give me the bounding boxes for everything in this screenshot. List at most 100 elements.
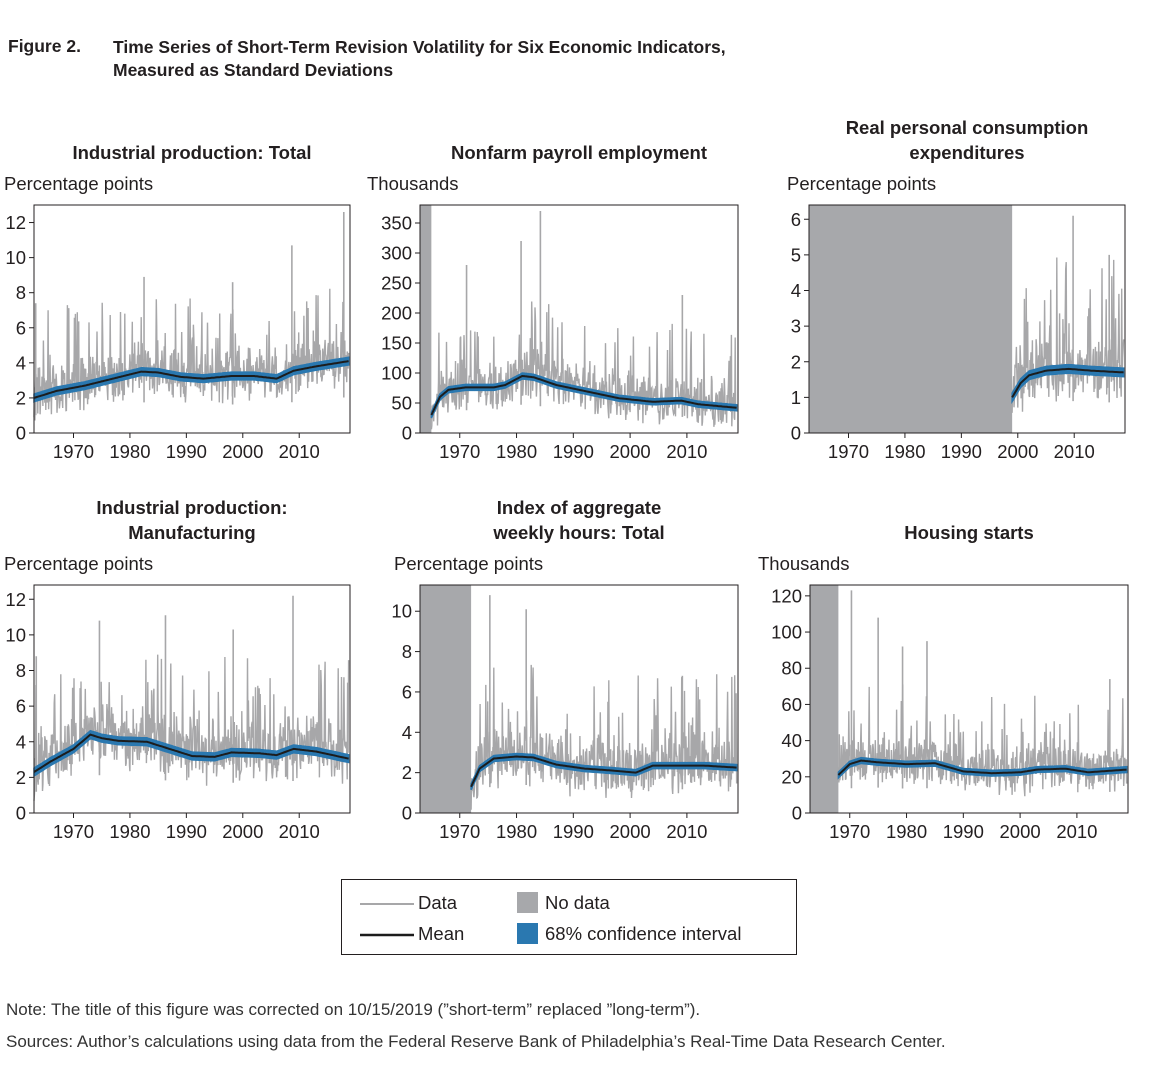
y-tick-label: 100	[771, 622, 802, 643]
legend-mean-label: Mean	[418, 923, 465, 944]
chart-title-line-2: weekly hours: Total	[493, 522, 665, 543]
y-tick-label: 0	[792, 803, 802, 824]
legend-no-data-swatch	[517, 892, 538, 913]
y-tick-label: 2	[16, 767, 26, 788]
no-data-region	[810, 585, 839, 813]
y-tick-label: 5	[791, 244, 801, 265]
no-data-region	[420, 585, 472, 813]
figure-label: Figure 2.	[8, 36, 81, 56]
y-tick-label: 0	[16, 423, 26, 444]
y-tick-label: 1	[791, 387, 801, 408]
y-tick-label: 50	[391, 393, 412, 414]
chart-svg: 0 2 4 6 8 10 12 1970 1980 1990 2000 2010	[5, 584, 351, 842]
data-series-line	[470, 664, 738, 810]
chart-panel-2: Nonfarm payroll employment Thousands 0 50 10…	[365, 115, 739, 462]
chart-panel-5: Index of aggregate weekly hours: Total Per…	[390, 495, 760, 842]
figure-title: Time Series of Short-Term Revision Volat…	[113, 36, 726, 82]
mean-line	[1011, 367, 1124, 398]
chart-title-line-1: Index of aggregate	[496, 497, 662, 518]
confidence-band	[1011, 363, 1125, 405]
data-series-line	[33, 288, 350, 421]
chart-panel-3: Real personal consumption expenditures Per…	[785, 115, 1155, 462]
x-tick-label: 2010	[279, 441, 320, 462]
mean-line	[837, 759, 1127, 776]
y-tick-label: 2	[16, 387, 26, 408]
y-tick-label: 4	[791, 280, 801, 301]
y-tick-label: 300	[381, 243, 412, 264]
confidence-band	[470, 752, 738, 791]
sources-text: Sources: Author’s calculations using dat…	[6, 1032, 946, 1051]
chart-title-line-2: Manufacturing	[128, 522, 256, 543]
y-tick-label: 0	[402, 423, 412, 444]
plot-frame	[33, 204, 351, 434]
x-tick-label: 1990	[166, 441, 207, 462]
x-tick-label: 1980	[109, 821, 150, 842]
y-tick-label: 100	[381, 363, 412, 384]
chart-title-line-1: Real personal consumption	[845, 117, 1089, 138]
legend-no-data-label: No data	[545, 892, 610, 913]
x-tick-label: 1980	[109, 441, 150, 462]
chart-title-line-2: Nonfarm payroll employment	[451, 142, 707, 163]
plot-frame	[419, 584, 739, 814]
y-tick-label: 3	[791, 316, 801, 337]
confidence-band	[33, 729, 350, 778]
chart-title-line-2: Industrial production: Total	[72, 142, 312, 163]
y-tick-label: 12	[5, 589, 26, 610]
plot-frame	[808, 204, 1126, 434]
y-tick-label: 12	[5, 212, 26, 233]
mean-line	[430, 374, 737, 416]
y-tick-label: 6	[16, 696, 26, 717]
y-tick-label: 2	[402, 762, 412, 783]
no-data-region	[420, 205, 432, 433]
y-tick-label: 8	[16, 660, 26, 681]
legend-swatches	[360, 892, 538, 944]
y-tick-label: 350	[381, 213, 412, 234]
chart-title-line-2: expenditures	[909, 142, 1025, 163]
y-axis-unit-label: Percentage points	[787, 173, 937, 194]
y-axis-unit-label: Percentage points	[394, 553, 544, 574]
y-tick-label: 200	[381, 303, 412, 324]
x-tick-label: 1980	[884, 441, 925, 462]
x-tick-label: 1970	[829, 821, 870, 842]
chart-svg: 0 20 40 60 80 100 120 1970 1980 1990 2000 2010	[771, 584, 1129, 842]
x-tick-label: 2000	[1000, 821, 1041, 842]
x-tick-label: 1990	[553, 821, 594, 842]
x-tick-label: 2010	[1054, 441, 1095, 462]
x-tick-label: 1990	[941, 441, 982, 462]
y-tick-label: 4	[16, 352, 26, 373]
legend-data-label: Data	[418, 892, 458, 913]
confidence-band	[33, 356, 350, 403]
chart-panel-4: Industrial production: Manufacturing Perce…	[0, 495, 370, 842]
y-tick-label: 2	[791, 351, 801, 372]
mean-line	[470, 755, 737, 788]
x-tick-label: 2010	[666, 441, 707, 462]
y-tick-label: 20	[781, 766, 802, 787]
y-tick-label: 10	[5, 624, 26, 645]
figure-title-line-1: Time Series of Short-Term Revision Volat…	[113, 37, 726, 57]
plot-frame	[419, 204, 739, 434]
legend: Data Mean No data 68% confidence interva…	[341, 879, 797, 955]
data-series-line	[837, 684, 1128, 797]
chart-title-line-1: Industrial production:	[96, 497, 288, 518]
chart-svg: 0 2 4 6 8 10 1970 1980 1990 2000 2010	[391, 584, 739, 842]
x-tick-label: 2000	[610, 441, 651, 462]
x-tick-label: 1970	[828, 441, 869, 462]
chart-title-line-2: Housing starts	[904, 522, 1034, 543]
x-tick-label: 2000	[997, 441, 1038, 462]
x-tick-label: 1990	[943, 821, 984, 842]
legend-ci-swatch	[517, 923, 538, 944]
x-tick-label: 1970	[53, 441, 94, 462]
y-tick-label: 60	[781, 694, 802, 715]
y-tick-label: 10	[5, 247, 26, 268]
y-tick-label: 8	[402, 641, 412, 662]
x-tick-label: 2010	[1056, 821, 1097, 842]
x-tick-label: 1990	[553, 441, 594, 462]
y-tick-label: 0	[791, 423, 801, 444]
x-tick-label: 2010	[666, 821, 707, 842]
chart-panel-1: Industrial production: Total Percentage p…	[0, 115, 370, 462]
x-tick-label: 2010	[279, 821, 320, 842]
note-text: Note: The title of this figure was corre…	[6, 1000, 701, 1019]
y-tick-label: 8	[16, 282, 26, 303]
data-series-line	[33, 654, 350, 801]
figure-title-line-2: Measured as Standard Deviations	[113, 60, 394, 80]
